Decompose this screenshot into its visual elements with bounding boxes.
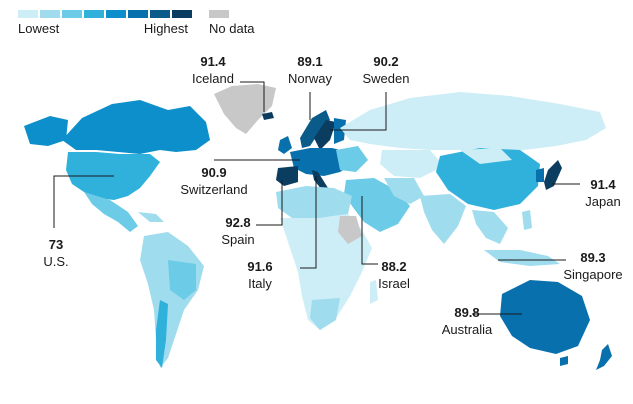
annotation-country: U.S. [43, 254, 69, 269]
region-sweden [314, 120, 336, 150]
annotation-israel: 88.2 Israel [372, 258, 416, 292]
region-tasmania [560, 356, 568, 366]
annotation-value: 89.8 [454, 305, 480, 320]
annotation-italy: 91.6 Italy [238, 258, 282, 292]
leader-us [53, 175, 114, 228]
annotation-country: Italy [248, 276, 272, 291]
region-indonesia [484, 250, 560, 266]
leader-israel [361, 196, 378, 265]
leader-lines [53, 81, 580, 315]
annotation-value: 91.4 [590, 177, 616, 192]
annotation-iceland: 91.4 Iceland [186, 53, 240, 87]
annotation-us: 73 U.S. [36, 236, 76, 270]
annotation-value: 89.3 [580, 250, 606, 265]
annotation-country: Australia [441, 322, 493, 337]
region-china [436, 148, 540, 210]
legend-nodata-label: No data [209, 21, 255, 36]
region-caribbean [138, 212, 164, 222]
legend-swatch-7 [150, 10, 170, 18]
legend-nodata-swatch [209, 10, 229, 18]
legend-swatch-4 [84, 10, 104, 18]
region-mongolia [460, 148, 512, 164]
region-spain [276, 166, 298, 186]
annotation-country: Norway [287, 71, 333, 86]
legend-swatch-8 [172, 10, 192, 18]
legend-high-label: Highest [143, 21, 188, 36]
region-south-america-east [168, 260, 196, 300]
annotation-switzerland: 90.9 Switzerland [172, 164, 256, 198]
region-iceland [262, 112, 274, 120]
legend-swatch-6 [128, 10, 148, 18]
annotation-value: 91.4 [200, 54, 226, 69]
legend-swatch-2 [40, 10, 60, 18]
region-southeast-asia [472, 210, 508, 244]
annotation-singapore: 89.3 Singapore [560, 249, 626, 283]
annotation-country: Israel [378, 276, 410, 291]
region-eastern-europe [336, 146, 368, 172]
leader-spain [256, 180, 283, 226]
annotation-value: 90.2 [373, 54, 399, 69]
region-south-africa [310, 298, 340, 330]
annotation-country: Singapore [563, 267, 623, 282]
region-philippines [522, 210, 532, 230]
region-finland [334, 118, 346, 144]
annotation-spain: 92.8 Spain [216, 214, 260, 248]
annotation-country: Switzerland [180, 182, 248, 197]
leader-sweden [330, 92, 387, 131]
region-central-asia [380, 150, 444, 178]
legend-scale [18, 10, 192, 18]
legend-nodata: No data [209, 10, 255, 36]
annotation-value: 90.9 [201, 165, 227, 180]
region-north-africa [276, 186, 352, 218]
annotation-norway: 89.1 Norway [282, 53, 338, 87]
region-india [420, 194, 466, 244]
legend-swatch-5 [106, 10, 126, 18]
region-south-america [140, 232, 204, 368]
region-alaska [24, 116, 68, 146]
legend-swatch-1 [18, 10, 38, 18]
region-norway [300, 110, 330, 148]
region-chile [156, 300, 168, 368]
region-europe [290, 148, 352, 176]
annotation-country: Spain [221, 232, 255, 247]
region-korea [536, 168, 544, 182]
annotation-value: 92.8 [225, 215, 251, 230]
annotation-country: Sweden [362, 71, 410, 86]
region-africa-nodata [338, 216, 362, 244]
annotation-japan: 91.4 Japan [578, 176, 628, 210]
leader-iceland [240, 81, 265, 112]
legend-swatch-3 [62, 10, 82, 18]
region-italy [312, 170, 328, 190]
annotation-country: Iceland [192, 71, 234, 86]
annotation-country: Japan [585, 194, 621, 209]
legend-labels: Lowest Highest [18, 21, 188, 37]
region-madagascar [370, 280, 378, 304]
legend: Lowest Highest [18, 10, 192, 37]
region-uk [278, 136, 292, 154]
region-greenland [214, 84, 276, 134]
annotation-value: 88.2 [381, 259, 407, 274]
region-australia [500, 280, 590, 354]
legend-low-label: Lowest [18, 21, 60, 36]
region-iran [384, 178, 424, 204]
region-mexico [84, 192, 138, 232]
leader-italy [300, 176, 317, 269]
annotation-australia: 89.8 Australia [436, 304, 498, 338]
annotation-value: 91.6 [247, 259, 273, 274]
region-canada [62, 100, 210, 154]
region-russia [340, 92, 606, 152]
annotation-value: 89.1 [297, 54, 323, 69]
region-new-zealand [596, 344, 612, 370]
annotation-value: 73 [48, 237, 64, 252]
region-japan [544, 160, 562, 190]
annotation-sweden: 90.2 Sweden [358, 53, 414, 87]
